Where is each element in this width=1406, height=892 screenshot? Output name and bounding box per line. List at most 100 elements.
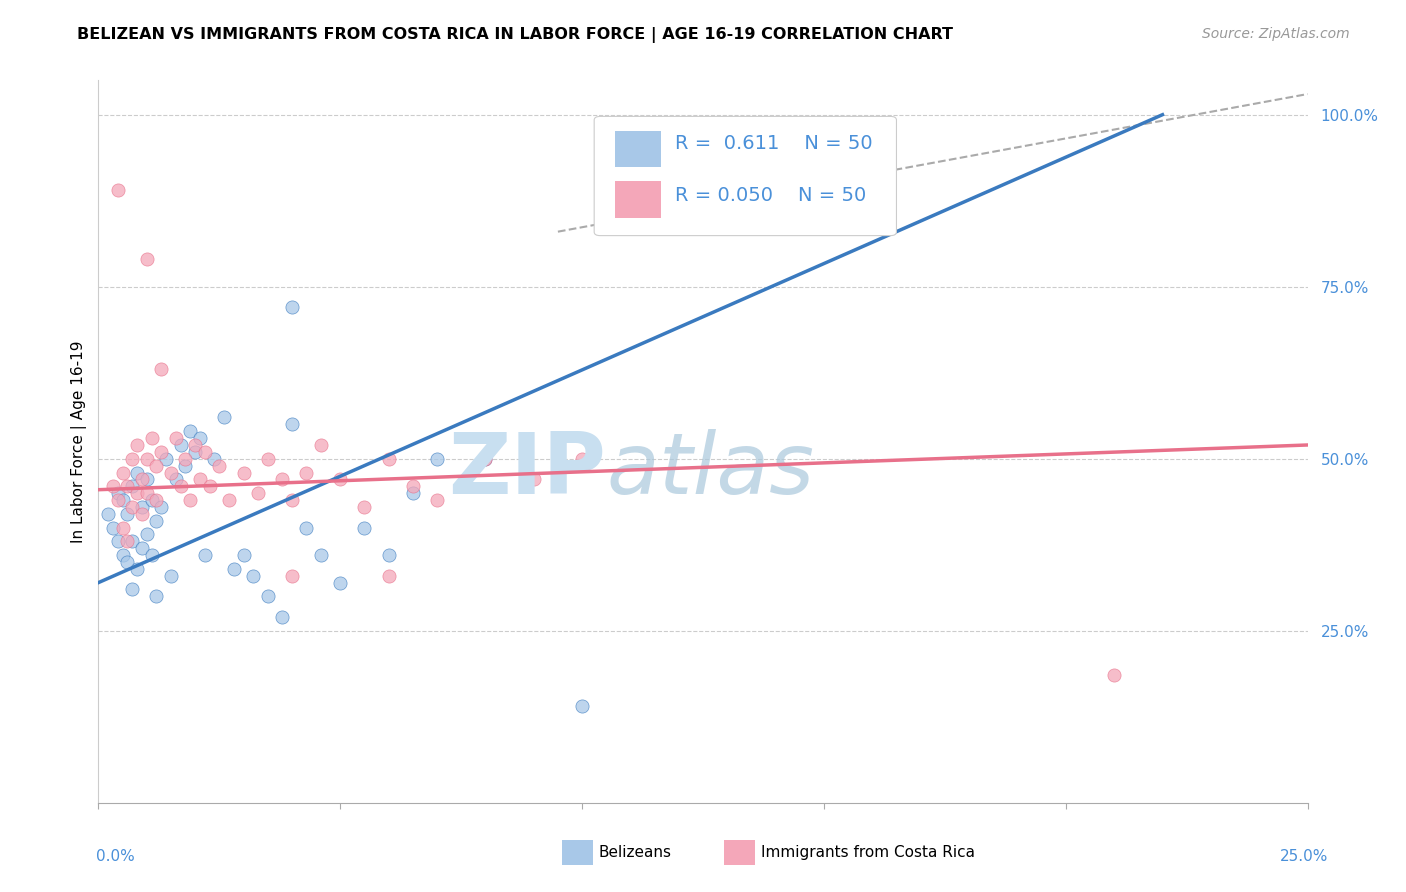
Point [179,493,201,508]
Point [141,493,163,508]
Point [353,500,375,514]
Point [135,451,157,466]
Point [474,451,496,466]
Point [160,568,183,582]
FancyBboxPatch shape [595,117,897,235]
Point [107,493,129,508]
Text: BELIZEAN VS IMMIGRANTS FROM COSTA RICA IN LABOR FORCE | AGE 16-19 CORRELATION CH: BELIZEAN VS IMMIGRANTS FROM COSTA RICA I… [77,27,953,43]
Point [571,699,593,714]
Point [135,527,157,541]
Point [135,486,157,500]
Point [256,590,278,604]
Point [353,520,375,534]
Point [377,568,399,582]
Point [101,520,124,534]
Point [377,451,399,466]
Point [107,534,129,549]
Point [402,486,425,500]
Point [150,445,173,459]
Point [329,472,352,486]
Point [212,410,235,425]
Point [155,451,177,466]
Point [309,548,332,562]
Point [169,479,191,493]
Point [107,183,129,197]
Point [188,431,211,445]
Point [145,493,167,508]
Point [127,562,149,576]
Point [165,431,187,445]
Point [523,472,546,486]
Point [127,438,149,452]
Text: Source: ZipAtlas.com: Source: ZipAtlas.com [1202,27,1350,41]
Point [131,541,153,556]
Point [174,451,197,466]
Point [135,472,157,486]
Point [131,500,153,514]
Point [179,424,201,438]
Point [127,486,149,500]
Point [121,479,143,493]
Point [131,507,153,521]
Point [208,458,231,473]
FancyBboxPatch shape [614,131,661,167]
Point [281,568,304,582]
Point [121,582,143,597]
Text: ZIP: ZIP [449,429,606,512]
Y-axis label: In Labor Force | Age 16-19: In Labor Force | Age 16-19 [72,340,87,543]
Point [198,479,221,493]
Point [145,458,167,473]
Point [204,451,226,466]
Point [329,575,352,590]
Point [117,534,139,549]
Point [295,466,318,480]
Point [571,451,593,466]
Point [309,438,332,452]
Point [281,493,304,508]
Point [1102,668,1125,682]
Point [127,466,149,480]
Point [295,520,318,534]
Point [111,548,134,562]
Point [256,451,278,466]
Point [165,472,187,486]
Point [131,472,153,486]
Text: Immigrants from Costa Rica: Immigrants from Costa Rica [761,846,974,860]
Point [145,590,167,604]
Point [426,493,449,508]
Text: R =  0.611    N = 50: R = 0.611 N = 50 [675,135,873,153]
Point [426,451,449,466]
Point [184,445,207,459]
Point [111,520,134,534]
Point [107,486,129,500]
Point [242,568,264,582]
Point [271,472,294,486]
Point [101,479,124,493]
Point [474,451,496,466]
Point [402,479,425,493]
Point [117,555,139,569]
Point [111,493,134,508]
Text: 0.0%: 0.0% [96,849,135,864]
Point [169,438,191,452]
Text: 25.0%: 25.0% [1281,849,1329,864]
Point [247,486,270,500]
Point [97,507,120,521]
Point [218,493,240,508]
Point [188,472,211,486]
Point [222,562,245,576]
Point [117,479,139,493]
Point [281,301,304,315]
Point [121,500,143,514]
Point [121,451,143,466]
Point [194,445,217,459]
Point [135,252,157,267]
Point [150,362,173,376]
Point [232,466,254,480]
Point [111,466,134,480]
Text: Belizeans: Belizeans [599,846,672,860]
Point [145,514,167,528]
Point [184,438,207,452]
Point [740,190,762,204]
Point [281,417,304,432]
